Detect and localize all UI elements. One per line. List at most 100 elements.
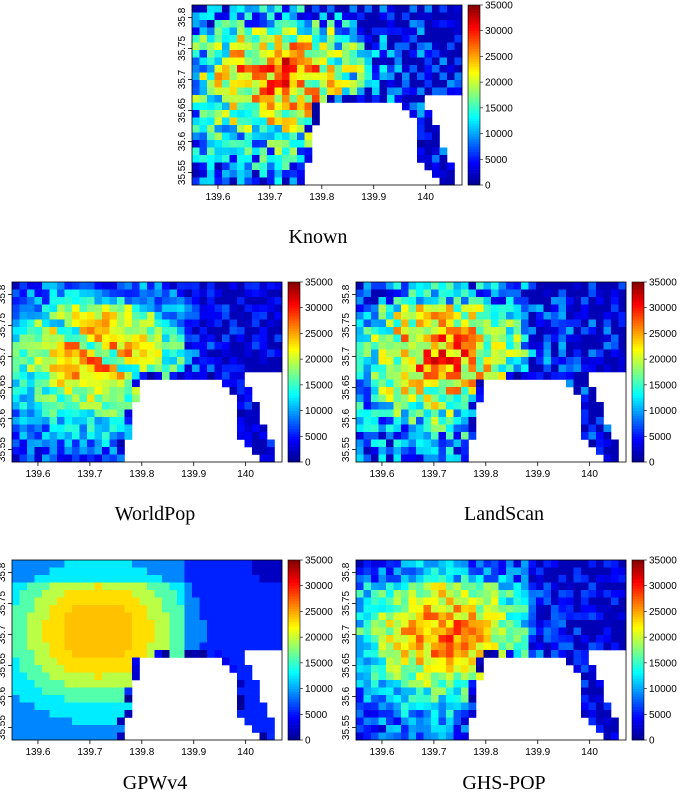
heatmap-cell xyxy=(244,672,253,681)
heatmap-cell xyxy=(356,665,364,673)
heatmap-cell xyxy=(124,432,133,440)
heatmap-cell xyxy=(453,342,462,350)
heatmap-cell xyxy=(102,582,110,591)
heatmap-cell xyxy=(513,627,522,636)
heatmap-cell xyxy=(558,364,567,373)
heatmap-cell xyxy=(274,20,283,28)
heatmap-cell xyxy=(109,680,118,688)
heatmap-cell xyxy=(573,304,582,313)
heatmap-cell xyxy=(446,672,454,681)
heatmap-cell xyxy=(528,349,537,358)
heatmap-cell xyxy=(423,702,432,711)
heatmap-cell xyxy=(252,590,260,598)
heatmap-cell xyxy=(267,642,275,651)
heatmap-cell xyxy=(402,42,410,51)
heatmap-cell xyxy=(124,327,133,335)
colorbar-segment xyxy=(288,693,300,697)
heatmap-cell xyxy=(237,319,245,328)
colorbar-tick-label: 0 xyxy=(649,458,655,469)
colorbar-segment xyxy=(468,89,480,93)
heatmap-cell xyxy=(363,312,372,320)
heatmap-cell xyxy=(117,575,125,583)
heatmap-cell xyxy=(386,349,394,358)
heatmap-cell xyxy=(177,327,185,335)
heatmap-cell xyxy=(214,177,223,186)
heatmap-cell xyxy=(274,560,283,568)
heatmap-cell xyxy=(356,695,364,703)
heatmap-cell xyxy=(386,364,394,373)
heatmap-cell xyxy=(363,567,372,576)
heatmap-cell xyxy=(386,567,394,576)
heatmap-cell xyxy=(184,357,193,365)
heatmap-cell xyxy=(581,379,589,388)
heatmap-cell xyxy=(588,289,597,298)
heatmap-cell xyxy=(214,312,223,320)
heatmap-cell xyxy=(94,439,103,448)
heatmap-cell xyxy=(393,394,402,403)
heatmap-cell xyxy=(528,635,537,643)
heatmap-cell xyxy=(267,590,275,598)
heatmap-cell xyxy=(327,27,335,36)
heatmap-cell xyxy=(214,65,223,73)
heatmap-cell xyxy=(252,702,260,711)
heatmap-cell xyxy=(551,635,559,643)
heatmap-cell xyxy=(513,372,522,380)
heatmap-cell xyxy=(102,642,110,651)
heatmap-cell xyxy=(446,342,454,350)
colorbar-segment xyxy=(632,616,644,620)
colorbar-segment xyxy=(288,616,300,620)
heatmap-cell xyxy=(454,5,463,13)
heatmap-cell xyxy=(12,304,20,313)
heatmap-cell xyxy=(364,87,373,96)
heatmap-cell xyxy=(408,635,417,643)
heatmap-cell xyxy=(611,582,619,591)
colorbar-segment xyxy=(468,51,480,55)
heatmap-cell xyxy=(409,12,418,21)
heatmap-cell xyxy=(267,87,275,96)
heatmap-cell xyxy=(431,612,439,621)
heatmap-cell xyxy=(386,717,394,726)
heatmap-cell xyxy=(423,447,432,455)
heatmap-cell xyxy=(573,342,582,350)
heatmap-cell xyxy=(34,304,43,313)
heatmap-cell xyxy=(252,402,260,410)
heatmap-cell xyxy=(297,57,305,66)
heatmap-cell xyxy=(468,590,477,598)
heatmap-cell xyxy=(312,12,320,21)
heatmap-cell xyxy=(267,65,275,73)
heatmap-cell xyxy=(551,334,559,343)
colorbar-tick-label: 20000 xyxy=(485,78,513,89)
heatmap-cell xyxy=(416,635,424,643)
heatmap-cell xyxy=(237,297,245,305)
heatmap-cell xyxy=(603,454,612,463)
heatmap-cell xyxy=(139,642,148,651)
heatmap-cell xyxy=(117,620,125,628)
heatmap-cell xyxy=(558,635,567,643)
heatmap-cell xyxy=(446,327,454,335)
colorbar-tick-label: 5000 xyxy=(485,155,508,166)
heatmap-cell xyxy=(513,582,522,591)
heatmap-cell xyxy=(371,575,379,583)
heatmap-cell xyxy=(371,349,379,358)
heatmap-cell xyxy=(513,357,522,365)
heatmap-cell xyxy=(446,710,454,718)
heatmap-cell xyxy=(244,319,253,328)
heatmap-cell xyxy=(139,597,148,606)
heatmap-cell xyxy=(222,170,230,178)
heatmap-cell xyxy=(184,319,193,328)
heatmap-cell xyxy=(214,35,223,43)
heatmap-cell xyxy=(417,35,425,43)
heatmap-cell xyxy=(72,620,80,628)
heatmap-cell xyxy=(543,334,552,343)
heatmap-cell xyxy=(79,665,88,673)
heatmap-cell xyxy=(506,364,514,373)
heatmap-cell xyxy=(363,710,372,718)
heatmap-cell xyxy=(424,110,433,118)
heatmap-cell xyxy=(12,695,20,703)
heatmap-cell xyxy=(199,357,208,365)
heatmap-cell xyxy=(319,57,328,66)
heatmap-cell xyxy=(274,327,283,335)
colorbar-segment xyxy=(468,28,480,32)
colorbar-segment xyxy=(632,709,644,713)
heatmap-cell xyxy=(506,620,514,628)
